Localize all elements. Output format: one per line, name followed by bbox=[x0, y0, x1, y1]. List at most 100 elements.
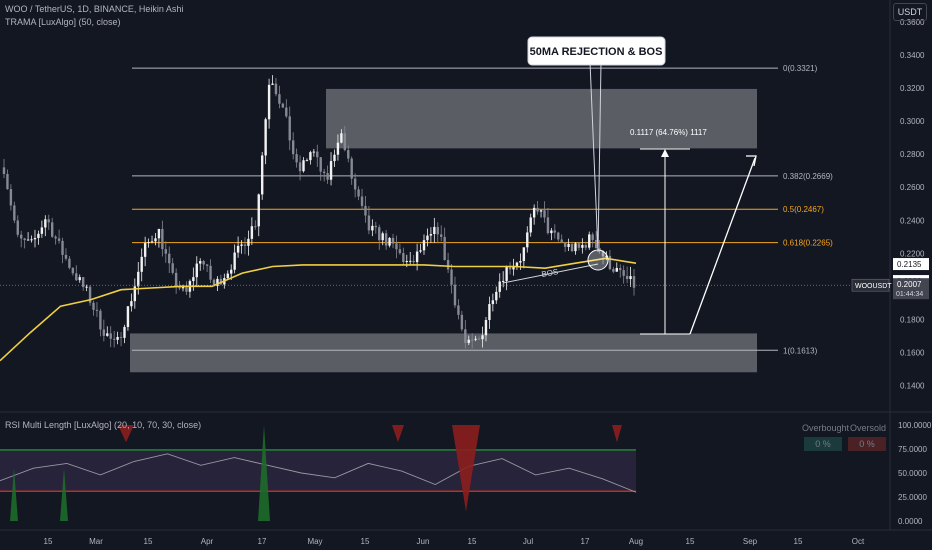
candle-body bbox=[374, 225, 378, 228]
candle-body bbox=[161, 228, 164, 250]
candle-body bbox=[312, 151, 316, 153]
candle-body bbox=[13, 205, 16, 221]
candle-body bbox=[495, 291, 498, 301]
candle-body bbox=[419, 250, 422, 252]
candle-body bbox=[577, 243, 581, 248]
price-tick-label: 0.1800 bbox=[900, 315, 925, 324]
candle-body bbox=[422, 240, 426, 251]
candle-body bbox=[581, 244, 584, 248]
candle-body bbox=[563, 242, 567, 247]
candle-body bbox=[47, 219, 50, 223]
candle-body bbox=[450, 269, 453, 285]
candle-body bbox=[353, 178, 357, 190]
time-tick-label: Mar bbox=[89, 537, 103, 546]
candle-body bbox=[632, 276, 636, 288]
candle-body bbox=[78, 277, 81, 281]
time-tick-label: 15 bbox=[794, 537, 803, 546]
measure-label: 0.1117 (64.76%) 1117 bbox=[630, 128, 707, 137]
rsi-tick-label: 50.0000 bbox=[898, 469, 927, 478]
rsi-band-fill bbox=[0, 449, 636, 492]
candle-body bbox=[484, 320, 488, 336]
bos-label: BOS bbox=[541, 267, 559, 279]
candle-body bbox=[378, 227, 381, 241]
rsi-oversold-spike bbox=[10, 468, 18, 521]
candle-body bbox=[601, 250, 605, 257]
price-tick-label: 0.3400 bbox=[900, 51, 925, 60]
candle-body bbox=[247, 238, 250, 246]
candle-body bbox=[92, 302, 95, 310]
candle-body bbox=[605, 255, 608, 257]
candle-body bbox=[319, 157, 322, 172]
candle-body bbox=[446, 260, 450, 270]
time-tick-label: 17 bbox=[581, 537, 590, 546]
candle-body bbox=[23, 238, 26, 241]
candle-body bbox=[440, 234, 443, 237]
price-tick-label: 0.2600 bbox=[900, 183, 925, 192]
last-price-value: 0.2007 bbox=[897, 280, 922, 289]
candle-body bbox=[226, 273, 229, 279]
symbol-tag bbox=[851, 278, 890, 292]
candle-body bbox=[536, 207, 539, 212]
candle-body bbox=[501, 280, 505, 282]
candle-body bbox=[629, 276, 632, 280]
candle-body bbox=[199, 261, 202, 264]
candle-body bbox=[529, 217, 532, 233]
candle-body bbox=[522, 247, 526, 262]
candle-body bbox=[598, 248, 601, 251]
time-tick-label: 15 bbox=[468, 537, 477, 546]
candle-body bbox=[260, 155, 264, 195]
candle-body bbox=[230, 269, 233, 274]
time-tick-label: 15 bbox=[44, 537, 53, 546]
candle-body bbox=[119, 336, 123, 338]
candle-body bbox=[553, 230, 557, 233]
candle-body bbox=[615, 268, 618, 272]
time-tick-label: 17 bbox=[258, 537, 267, 546]
overbought-label: Overbought bbox=[802, 423, 850, 433]
candle-body bbox=[150, 241, 154, 243]
candle-body bbox=[350, 158, 353, 179]
trama-line bbox=[0, 257, 637, 362]
candle-body bbox=[333, 154, 336, 162]
currency-button[interactable]: USDT bbox=[893, 3, 927, 21]
fib-level-label: 0(0.3321) bbox=[783, 64, 818, 73]
candle-body bbox=[367, 215, 371, 231]
candle-body bbox=[405, 261, 408, 263]
candle-body bbox=[30, 239, 33, 241]
candle-body bbox=[574, 243, 577, 252]
candle-body bbox=[68, 258, 71, 268]
candle-body bbox=[498, 281, 501, 292]
candle-body bbox=[625, 275, 629, 280]
candle-body bbox=[81, 277, 85, 287]
candle-body bbox=[426, 235, 429, 241]
candle-body bbox=[464, 329, 467, 343]
candle-body bbox=[274, 83, 278, 95]
candle-body bbox=[443, 236, 446, 261]
candle-body bbox=[298, 162, 302, 172]
candle-body bbox=[61, 240, 64, 255]
candle-body bbox=[567, 243, 570, 247]
candle-body bbox=[71, 267, 75, 274]
candle-body bbox=[9, 189, 13, 206]
candle-body bbox=[360, 196, 364, 206]
candle-body bbox=[178, 286, 181, 289]
candle-body bbox=[285, 107, 288, 117]
candle-body bbox=[612, 269, 615, 272]
rsi-average-line bbox=[0, 453, 637, 493]
candle-body bbox=[154, 238, 157, 242]
candle-body bbox=[453, 284, 457, 306]
candle-body bbox=[264, 119, 267, 156]
candle-body bbox=[44, 219, 47, 228]
candle-body bbox=[391, 237, 395, 244]
candle-body bbox=[460, 314, 464, 330]
candle-body bbox=[371, 225, 374, 231]
candle-body bbox=[402, 253, 405, 262]
candle-body bbox=[174, 272, 178, 287]
candle-body bbox=[591, 234, 594, 240]
candle-body bbox=[267, 84, 271, 120]
callout-pointer bbox=[589, 61, 602, 253]
rsi-overbought-spike bbox=[612, 425, 622, 443]
candle-body bbox=[526, 232, 529, 248]
candle-body bbox=[608, 255, 612, 270]
candle-body bbox=[20, 234, 23, 239]
